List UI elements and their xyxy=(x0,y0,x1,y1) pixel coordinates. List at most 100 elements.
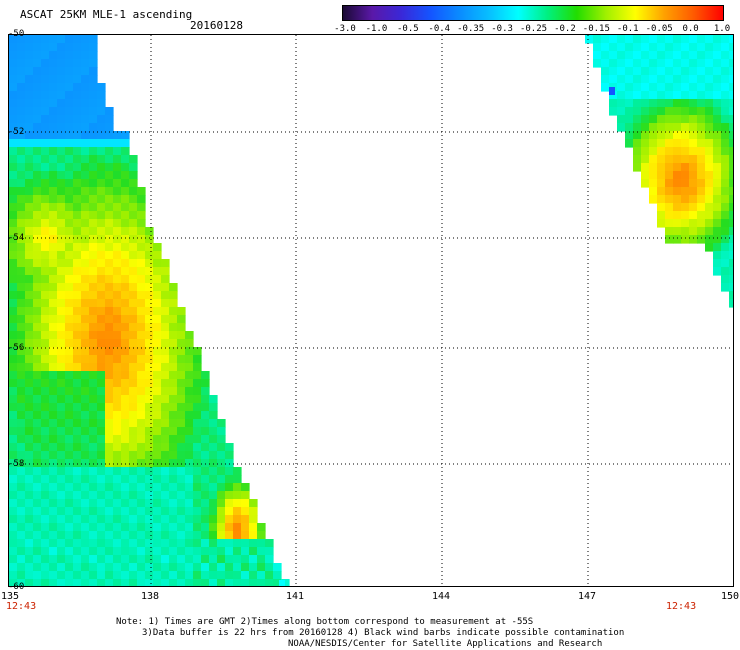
left-swath-cell xyxy=(17,515,26,524)
left-swath-cell xyxy=(41,139,50,148)
left-swath-cell xyxy=(145,459,154,468)
left-swath-cell xyxy=(25,427,34,436)
right-swath-cell xyxy=(673,139,682,148)
left-swath-cell xyxy=(121,347,130,356)
left-swath-cell xyxy=(113,243,122,252)
right-swath-cell xyxy=(721,267,730,276)
left-swath-cell xyxy=(97,507,106,516)
left-swath-cell xyxy=(9,347,18,356)
left-swath-cell xyxy=(65,291,74,300)
left-swath-cell xyxy=(145,403,154,412)
left-swath-cell xyxy=(65,235,74,244)
left-swath-cell xyxy=(89,499,98,508)
left-swath-cell xyxy=(97,83,106,92)
right-swath-cell xyxy=(689,51,698,60)
left-swath-cell xyxy=(73,123,82,132)
left-swath-cell xyxy=(97,315,106,324)
left-swath-cell xyxy=(257,547,266,556)
right-swath-cell xyxy=(633,59,642,68)
left-swath-cell xyxy=(25,283,34,292)
left-swath-cell xyxy=(9,67,18,76)
left-swath-cell xyxy=(81,379,90,388)
left-swath-cell xyxy=(17,267,26,276)
right-swath-cell xyxy=(625,75,634,84)
left-swath-cell xyxy=(17,259,26,268)
left-swath-cell xyxy=(105,299,114,308)
left-swath-cell xyxy=(113,235,122,244)
left-swath-cell xyxy=(73,323,82,332)
left-swath-cell xyxy=(225,459,234,468)
left-swath-cell xyxy=(113,195,122,204)
left-swath-cell xyxy=(145,363,154,372)
left-swath-cell xyxy=(97,187,106,196)
left-swath-cell xyxy=(65,339,74,348)
left-swath-cell xyxy=(161,435,170,444)
left-swath-cell xyxy=(233,491,242,500)
left-swath-cell xyxy=(129,427,138,436)
left-swath-cell xyxy=(105,483,114,492)
left-swath-cell xyxy=(33,563,42,572)
left-swath-cell xyxy=(257,571,266,580)
left-swath-cell xyxy=(97,219,106,228)
left-swath-cell xyxy=(9,171,18,180)
left-swath-cell xyxy=(97,475,106,484)
left-swath-cell xyxy=(41,451,50,460)
left-swath-cell xyxy=(49,339,58,348)
left-swath-cell xyxy=(65,179,74,188)
left-swath-cell xyxy=(185,395,194,404)
left-swath-cell xyxy=(73,347,82,356)
right-swath-cell xyxy=(657,75,666,84)
left-swath-cell xyxy=(25,387,34,396)
left-swath-cell xyxy=(65,371,74,380)
left-swath-cell xyxy=(121,467,130,476)
right-swath-cell xyxy=(665,91,674,100)
left-swath-cell xyxy=(217,571,226,580)
left-swath-cell xyxy=(217,451,226,460)
right-swath-cell xyxy=(681,219,690,228)
right-swath-cell xyxy=(705,163,714,172)
left-swath-cell xyxy=(57,91,66,100)
left-swath-cell xyxy=(177,475,186,484)
left-swath-cell xyxy=(201,579,210,586)
left-swath-cell xyxy=(217,443,226,452)
left-swath-cell xyxy=(73,43,82,52)
left-swath-cell xyxy=(65,203,74,212)
right-swath-cell xyxy=(625,35,634,44)
left-swath-cell xyxy=(73,355,82,364)
left-swath-cell xyxy=(89,387,98,396)
right-swath-cell xyxy=(673,219,682,228)
left-swath-cell xyxy=(9,251,18,260)
left-swath-cell xyxy=(145,555,154,564)
left-swath-cell xyxy=(233,547,242,556)
left-swath-cell xyxy=(193,411,202,420)
left-swath-cell xyxy=(201,411,210,420)
left-swath-cell xyxy=(33,99,42,108)
left-swath-cell xyxy=(17,339,26,348)
left-swath-cell xyxy=(137,371,146,380)
left-swath-cell xyxy=(145,395,154,404)
left-swath-cell xyxy=(169,515,178,524)
right-swath-cell xyxy=(633,107,642,116)
latitude-label: -58 xyxy=(8,459,25,469)
left-swath-cell xyxy=(73,139,82,148)
right-swath-cell xyxy=(617,115,626,124)
left-swath-cell xyxy=(49,451,58,460)
left-swath-cell xyxy=(25,59,34,68)
left-swath-cell xyxy=(145,547,154,556)
right-swath-cell xyxy=(721,227,730,236)
right-swath-cell xyxy=(721,115,730,124)
left-swath-cell xyxy=(73,523,82,532)
left-swath-cell xyxy=(33,259,42,268)
right-swath-cell xyxy=(665,67,674,76)
left-swath-cell xyxy=(169,323,178,332)
left-swath-cell xyxy=(49,515,58,524)
left-swath-cell xyxy=(25,419,34,428)
right-swath-cell xyxy=(721,171,730,180)
left-swath-cell xyxy=(153,355,162,364)
left-swath-cell xyxy=(225,475,234,484)
left-swath-cell xyxy=(33,451,42,460)
left-swath-cell xyxy=(185,515,194,524)
left-swath-cell xyxy=(161,571,170,580)
left-swath-cell xyxy=(153,499,162,508)
left-swath-cell xyxy=(241,507,250,516)
